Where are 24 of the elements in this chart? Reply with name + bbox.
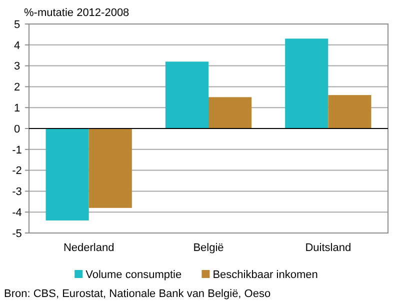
legend-label: Volume consumptie xyxy=(86,269,182,281)
bar xyxy=(285,38,328,128)
bar xyxy=(328,95,372,128)
y-axis-title: %-mutatie 2012-2008 xyxy=(24,7,130,19)
y-tick-label: -5 xyxy=(12,228,22,240)
y-tick-label: -1 xyxy=(12,144,22,156)
y-tick-label: 5 xyxy=(14,18,20,31)
y-tick-label: -4 xyxy=(12,206,22,219)
bar xyxy=(208,97,252,128)
bar xyxy=(88,128,132,208)
y-tick-label: 1 xyxy=(14,102,20,114)
y-tick-label: 3 xyxy=(14,60,20,73)
y-tick-label: -2 xyxy=(12,165,22,178)
y-tick-label: 2 xyxy=(14,82,20,94)
text: Bron: CBS, Eurostat, Nationale Bank van België, Oeso xyxy=(4,288,271,300)
bar xyxy=(46,128,89,220)
bar xyxy=(165,62,208,128)
y-tick-label: 4 xyxy=(14,40,20,52)
y-tick-label: -3 xyxy=(12,186,22,198)
x-tick-label: Duitsland xyxy=(305,242,352,254)
x-tick-label: Nederland xyxy=(63,242,114,254)
x-tick-label: België xyxy=(193,242,224,254)
y-tick-label: 0 xyxy=(14,123,20,136)
legend-label: Beschikbaar inkomen xyxy=(212,269,318,281)
